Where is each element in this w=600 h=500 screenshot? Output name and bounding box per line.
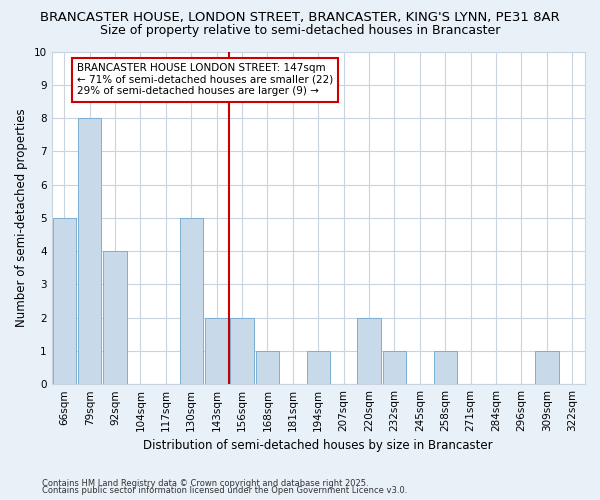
Bar: [230, 318, 254, 384]
Text: BRANCASTER HOUSE LONDON STREET: 147sqm
← 71% of semi-detached houses are smaller: BRANCASTER HOUSE LONDON STREET: 147sqm ←…: [77, 63, 333, 96]
Bar: [535, 351, 559, 384]
Bar: [383, 351, 406, 384]
Bar: [78, 118, 101, 384]
Text: Contains public sector information licensed under the Open Government Licence v3: Contains public sector information licen…: [42, 486, 407, 495]
Bar: [205, 318, 229, 384]
Bar: [53, 218, 76, 384]
X-axis label: Distribution of semi-detached houses by size in Brancaster: Distribution of semi-detached houses by …: [143, 440, 493, 452]
Bar: [307, 351, 330, 384]
Text: Contains HM Land Registry data © Crown copyright and database right 2025.: Contains HM Land Registry data © Crown c…: [42, 478, 368, 488]
Text: BRANCASTER HOUSE, LONDON STREET, BRANCASTER, KING'S LYNN, PE31 8AR: BRANCASTER HOUSE, LONDON STREET, BRANCAS…: [40, 11, 560, 24]
Bar: [434, 351, 457, 384]
Y-axis label: Number of semi-detached properties: Number of semi-detached properties: [15, 108, 28, 327]
Bar: [103, 251, 127, 384]
Bar: [358, 318, 381, 384]
Bar: [256, 351, 279, 384]
Bar: [179, 218, 203, 384]
Text: Size of property relative to semi-detached houses in Brancaster: Size of property relative to semi-detach…: [100, 24, 500, 37]
